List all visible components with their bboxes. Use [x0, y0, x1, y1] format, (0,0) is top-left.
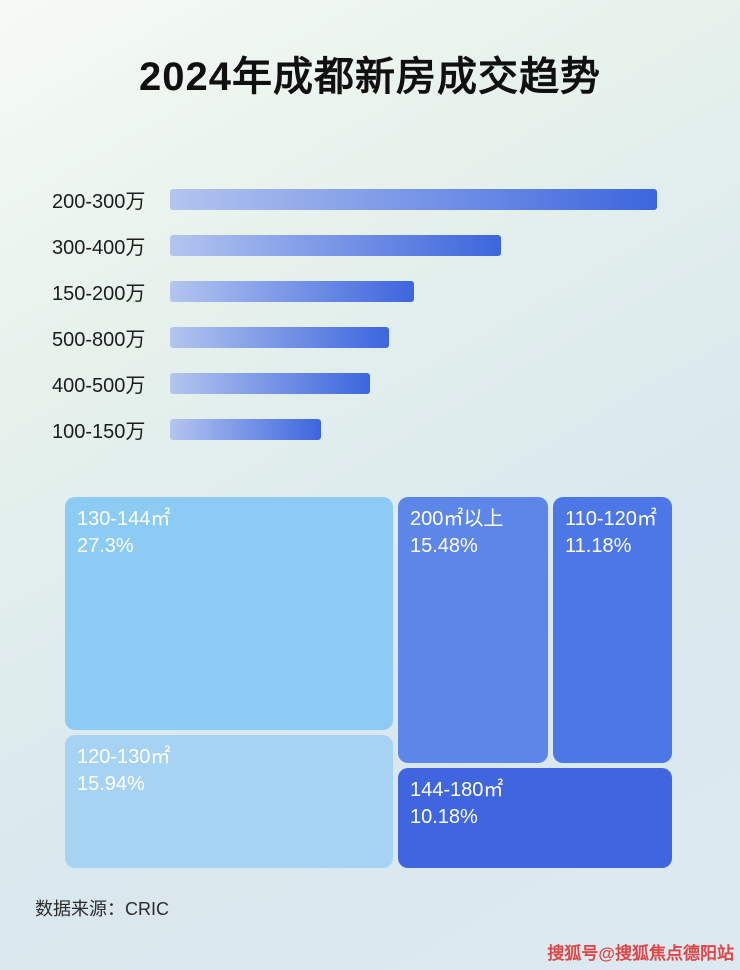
treemap-block: 120-130㎡ 15.94% — [65, 735, 393, 868]
bar-track — [170, 326, 657, 348]
bar-category-label: 100-150万 — [52, 420, 146, 443]
treemap-block-label: 200㎡以上 — [410, 508, 504, 530]
watermark: 搜狐号@搜狐焦点德阳站 — [547, 944, 734, 963]
treemap: 130-144㎡ 27.3% 120-130㎡ 15.94% 200㎡以上 15… — [65, 497, 672, 868]
bar-category-label: 150-200万 — [52, 282, 146, 305]
bar-track — [170, 234, 657, 256]
bar-row: 200-300万 — [0, 176, 740, 222]
treemap-block-label: 120-130㎡ — [77, 746, 171, 768]
page-title: 2024年成都新房成交趋势 — [139, 55, 601, 99]
bar-row: 300-400万 — [0, 222, 740, 268]
bar-track — [170, 280, 657, 302]
treemap-block-label: 110-120㎡ — [565, 508, 657, 530]
data-source: 数据来源：CRIC — [35, 899, 169, 919]
bar-track — [170, 372, 657, 394]
bar-category-label: 400-500万 — [52, 374, 146, 397]
bar-category-label: 500-800万 — [52, 328, 146, 351]
bar — [170, 234, 502, 256]
bar — [170, 280, 414, 302]
treemap-block: 130-144㎡ 27.3% — [65, 497, 393, 730]
bar-category-label: 200-300万 — [52, 190, 146, 213]
treemap-block: 110-120㎡ 11.18% — [553, 497, 672, 763]
bar-row: 100-150万 — [0, 406, 740, 452]
bar-row: 500-800万 — [0, 314, 740, 360]
treemap-block-percent: 27.3% — [77, 535, 134, 557]
bar-row: 400-500万 — [0, 360, 740, 406]
bar-track — [170, 188, 657, 210]
treemap-block-percent: 11.18% — [565, 535, 632, 557]
bar-track — [170, 418, 657, 440]
bar-row: 150-200万 — [0, 268, 740, 314]
treemap-block-percent: 15.48% — [410, 535, 478, 557]
bar-chart: 200-300万 300-400万 150-200万 500-800万 400-… — [0, 176, 740, 452]
treemap-block-label: 130-144㎡ — [77, 508, 171, 530]
treemap-block: 144-180㎡ 10.18% — [398, 768, 672, 868]
bar-category-label: 300-400万 — [52, 236, 146, 259]
treemap-block-label: 144-180㎡ — [410, 779, 504, 801]
bar — [170, 188, 657, 210]
treemap-block: 200㎡以上 15.48% — [398, 497, 548, 763]
treemap-block-percent: 15.94% — [77, 773, 145, 795]
bar — [170, 372, 370, 394]
bar — [170, 326, 390, 348]
treemap-block-percent: 10.18% — [410, 806, 478, 828]
bar — [170, 418, 321, 440]
